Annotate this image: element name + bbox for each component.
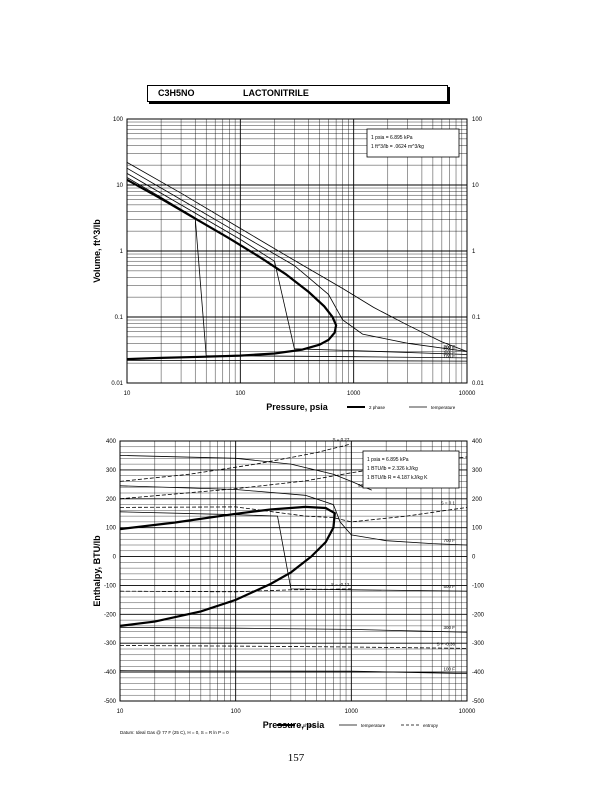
y-tick-label-left: -500 xyxy=(104,699,117,705)
y-tick-label-right: 1 xyxy=(472,249,476,255)
y-tick-label-right: -100 xyxy=(472,583,485,589)
series-line-1-10 xyxy=(119,645,468,649)
y-tick-label-left: -100 xyxy=(104,583,117,589)
series-label-0-3: 500 F xyxy=(443,348,455,353)
series-label-1-5: 100 F xyxy=(443,667,455,672)
y-tick-label-left: -400 xyxy=(104,670,117,676)
x-tick-label: 100 xyxy=(235,391,246,397)
y-tick-label-left: 300 xyxy=(106,468,117,474)
datum-footnote: Datum: Ideal Gas @ 77 F (25 C), H = 0, S… xyxy=(120,730,229,735)
chart-title-box: C3H5NO LACTONITRILE xyxy=(147,85,448,102)
legend-label: temperature xyxy=(361,723,386,728)
x-tick-label: 1000 xyxy=(347,391,361,397)
x-tick-label: 10 xyxy=(117,709,124,715)
y-tick-label-right: 10 xyxy=(472,183,479,189)
series-label-1-3: 500 F xyxy=(443,584,455,589)
x-tick-label: 10 xyxy=(124,391,131,397)
series-line-1-9 xyxy=(119,588,352,593)
legend-label: 2 phase xyxy=(299,723,316,728)
series-line-1-4 xyxy=(119,626,468,633)
series-line-1-3 xyxy=(119,511,468,592)
series-line-1-8 xyxy=(119,506,468,523)
y-tick-label-right: -500 xyxy=(472,699,485,705)
series-label-1-6: S = 0.27 xyxy=(332,437,349,442)
series-line-0-1 xyxy=(126,162,468,352)
x-tick-label: 10000 xyxy=(459,709,476,715)
y-axis-label: Volume, ft^3/lb xyxy=(92,219,102,283)
y-tick-label-right: 100 xyxy=(472,117,483,123)
legend-label: 2 phase xyxy=(369,405,386,410)
y-tick-label-right: -400 xyxy=(472,670,485,676)
series-label-0-5: 100 F xyxy=(443,354,455,359)
y-tick-label-right: -300 xyxy=(472,641,485,647)
series-label-1-2: 700 F xyxy=(443,538,455,543)
note-line: 1 BTU/lb = 2.326 kJ/kg xyxy=(367,466,418,472)
x-tick-label: 100 xyxy=(231,709,242,715)
y-tick-label-left: 1 xyxy=(120,249,124,255)
series-line-1-0 xyxy=(119,505,336,627)
page-number: 157 xyxy=(287,752,305,764)
series-line-0-3 xyxy=(126,173,468,355)
note-line: 1 psia = 6.895 kPa xyxy=(371,135,413,141)
note-line: 1 BTU/lb R = 4.187 kJ/kg K xyxy=(367,475,428,481)
x-tick-label: 1000 xyxy=(345,709,359,715)
y-tick-label-right: 400 xyxy=(472,439,483,445)
legend-label: temperature xyxy=(431,405,456,410)
y-tick-label-right: 0.01 xyxy=(472,381,484,387)
y-tick-label-left: -200 xyxy=(104,612,117,618)
note-box xyxy=(362,450,460,489)
note-line: 1 psia = 6.895 kPa xyxy=(367,457,409,463)
series-label-1-9: S = -0.12 xyxy=(331,582,350,587)
y-tick-label-left: 10 xyxy=(116,183,123,189)
series-line-1-5 xyxy=(119,670,468,674)
compound-formula: C3H5NO xyxy=(158,88,195,98)
y-tick-label-right: 300 xyxy=(472,468,483,474)
note-line: 1 ft^3/lb = .0624 m^3/kg xyxy=(371,144,424,150)
series-label-0-4: 300 F xyxy=(443,351,455,356)
y-axis-label: Enthalpy, BTU/lb xyxy=(92,535,102,607)
y-tick-label-right: 0.1 xyxy=(472,315,481,321)
legend-label: entropy xyxy=(423,723,439,728)
series-line-0-0 xyxy=(126,178,338,361)
y-tick-label-left: 100 xyxy=(113,117,124,123)
series-line-1-7 xyxy=(119,456,468,500)
y-tick-label-left: -300 xyxy=(104,641,117,647)
series-label-1-4: 300 F xyxy=(443,625,455,630)
series-label-0-2: 700 F xyxy=(443,345,455,350)
x-axis-label: Pressure, psia xyxy=(266,402,329,412)
y-tick-label-left: 400 xyxy=(106,439,117,445)
y-tick-label-right: -200 xyxy=(472,612,485,618)
note-box xyxy=(366,128,460,158)
compound-name: LACTONITRILE xyxy=(243,88,309,98)
y-tick-label-left: 100 xyxy=(106,526,117,532)
y-tick-label-left: 200 xyxy=(106,497,117,503)
series-label-1-8: S = 0.1 xyxy=(441,500,456,505)
plot-frame xyxy=(119,440,468,702)
plot-frame xyxy=(126,118,468,384)
y-tick-label-right: 0 xyxy=(472,555,476,561)
y-tick-label-left: 0.01 xyxy=(111,381,123,387)
x-tick-label: 10000 xyxy=(459,391,476,397)
y-tick-label-left: 0 xyxy=(113,555,117,561)
y-tick-label-right: 100 xyxy=(472,526,483,532)
series-line-0-4 xyxy=(126,177,468,359)
series-line-1-1 xyxy=(119,455,372,491)
y-tick-label-left: 0.1 xyxy=(115,315,124,321)
series-line-1-6 xyxy=(119,443,352,482)
y-tick-label-right: 200 xyxy=(472,497,483,503)
series-label-1-10: S = -0.36 xyxy=(437,641,456,646)
series-line-0-2 xyxy=(126,167,468,352)
series-line-1-2 xyxy=(119,485,468,546)
series-line-0-5 xyxy=(126,360,468,362)
series-label-0-1: 800 F xyxy=(443,345,455,350)
